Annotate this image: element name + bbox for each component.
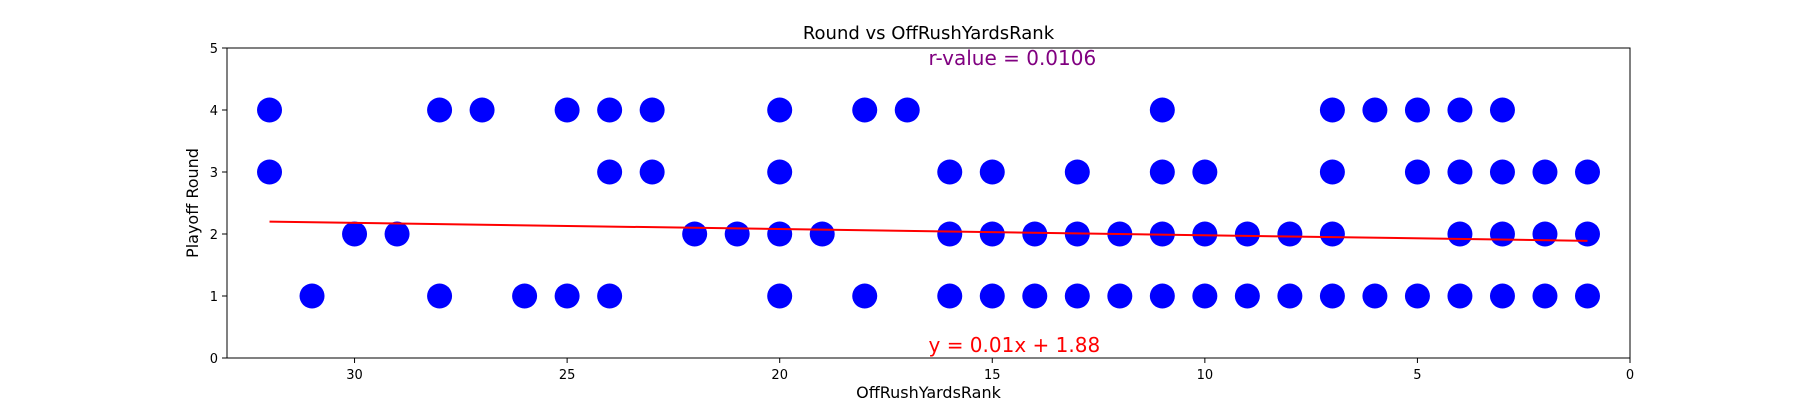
data-point (1447, 221, 1473, 247)
data-point (767, 97, 793, 123)
data-point (639, 159, 665, 185)
y-tick-label: 1 (210, 290, 218, 305)
data-point (1022, 283, 1048, 309)
x-tick-label: 0 (1626, 368, 1634, 383)
data-point (1319, 221, 1345, 247)
data-point (1404, 159, 1430, 185)
data-point (767, 221, 793, 247)
data-point (937, 283, 963, 309)
data-point (1362, 283, 1388, 309)
data-point (299, 283, 325, 309)
regression-line (269, 220, 1588, 242)
data-point (469, 97, 495, 123)
regression-line-group (269, 220, 1588, 242)
data-point (1574, 159, 1600, 185)
x-tick-label: 20 (771, 368, 788, 383)
data-point (427, 97, 453, 123)
data-point (937, 221, 963, 247)
data-point (1192, 221, 1218, 247)
data-point (342, 221, 368, 247)
data-point (979, 283, 1005, 309)
data-point (257, 97, 283, 123)
plot-frame (226, 47, 1631, 359)
y-tick-label: 0 (210, 352, 218, 367)
data-point (1447, 159, 1473, 185)
data-point (1319, 159, 1345, 185)
x-tick-label: 5 (1413, 368, 1421, 383)
data-point (512, 283, 538, 309)
data-point (894, 97, 920, 123)
data-point (1192, 159, 1218, 185)
data-point (1234, 221, 1260, 247)
data-point (809, 221, 835, 247)
y-tick-label: 4 (210, 104, 218, 119)
data-point (979, 221, 1005, 247)
data-point (1107, 283, 1133, 309)
y-tick-label: 3 (210, 166, 218, 181)
data-point (597, 159, 623, 185)
data-point (384, 221, 410, 247)
data-point (1192, 283, 1218, 309)
data-point (1022, 221, 1048, 247)
data-point (1362, 97, 1388, 123)
data-point (597, 283, 623, 309)
data-point (852, 97, 878, 123)
data-point (937, 159, 963, 185)
data-point (1149, 159, 1175, 185)
y-axis-ticks: 0 1 2 3 4 5 (210, 42, 227, 367)
data-point (852, 283, 878, 309)
data-point (554, 283, 580, 309)
data-point (1532, 283, 1558, 309)
data-point (767, 283, 793, 309)
y-tick-label: 5 (210, 42, 218, 57)
data-point (724, 221, 750, 247)
data-point (1404, 283, 1430, 309)
data-point (1489, 221, 1515, 247)
data-point (427, 283, 453, 309)
data-point (1574, 283, 1600, 309)
x-axis-label: OffRushYardsRank (856, 383, 1002, 400)
data-point (1149, 97, 1175, 123)
data-point (1149, 283, 1175, 309)
x-axis-ticks: 30 25 20 15 10 5 0 (346, 358, 1634, 383)
data-point (1447, 283, 1473, 309)
data-point (597, 97, 623, 123)
x-tick-label: 30 (346, 368, 363, 383)
data-point (1234, 283, 1260, 309)
y-axis-label: Playoff Round (183, 148, 202, 258)
data-point (257, 159, 283, 185)
data-point (1064, 283, 1090, 309)
x-tick-label: 25 (559, 368, 576, 383)
fit-equation-annotation: y = 0.01x + 1.88 (929, 333, 1101, 357)
data-point (1277, 283, 1303, 309)
data-point (1489, 97, 1515, 123)
data-point (1489, 159, 1515, 185)
data-point (767, 159, 793, 185)
y-tick-label: 2 (210, 228, 218, 243)
data-point (1447, 97, 1473, 123)
data-point (1574, 221, 1600, 247)
data-point (554, 97, 580, 123)
data-point (1319, 97, 1345, 123)
data-point (979, 159, 1005, 185)
chart-title: Round vs OffRushYardsRank (803, 23, 1055, 44)
r-value-annotation: r-value = 0.0106 (929, 46, 1097, 70)
data-point (1319, 283, 1345, 309)
data-point (1532, 159, 1558, 185)
data-point (1489, 283, 1515, 309)
data-point (1064, 159, 1090, 185)
x-tick-label: 15 (984, 368, 1001, 383)
data-point (1532, 221, 1558, 247)
data-point (1404, 97, 1430, 123)
data-point (682, 221, 708, 247)
data-point (1277, 221, 1303, 247)
x-tick-label: 10 (1197, 368, 1214, 383)
data-point (639, 97, 665, 123)
